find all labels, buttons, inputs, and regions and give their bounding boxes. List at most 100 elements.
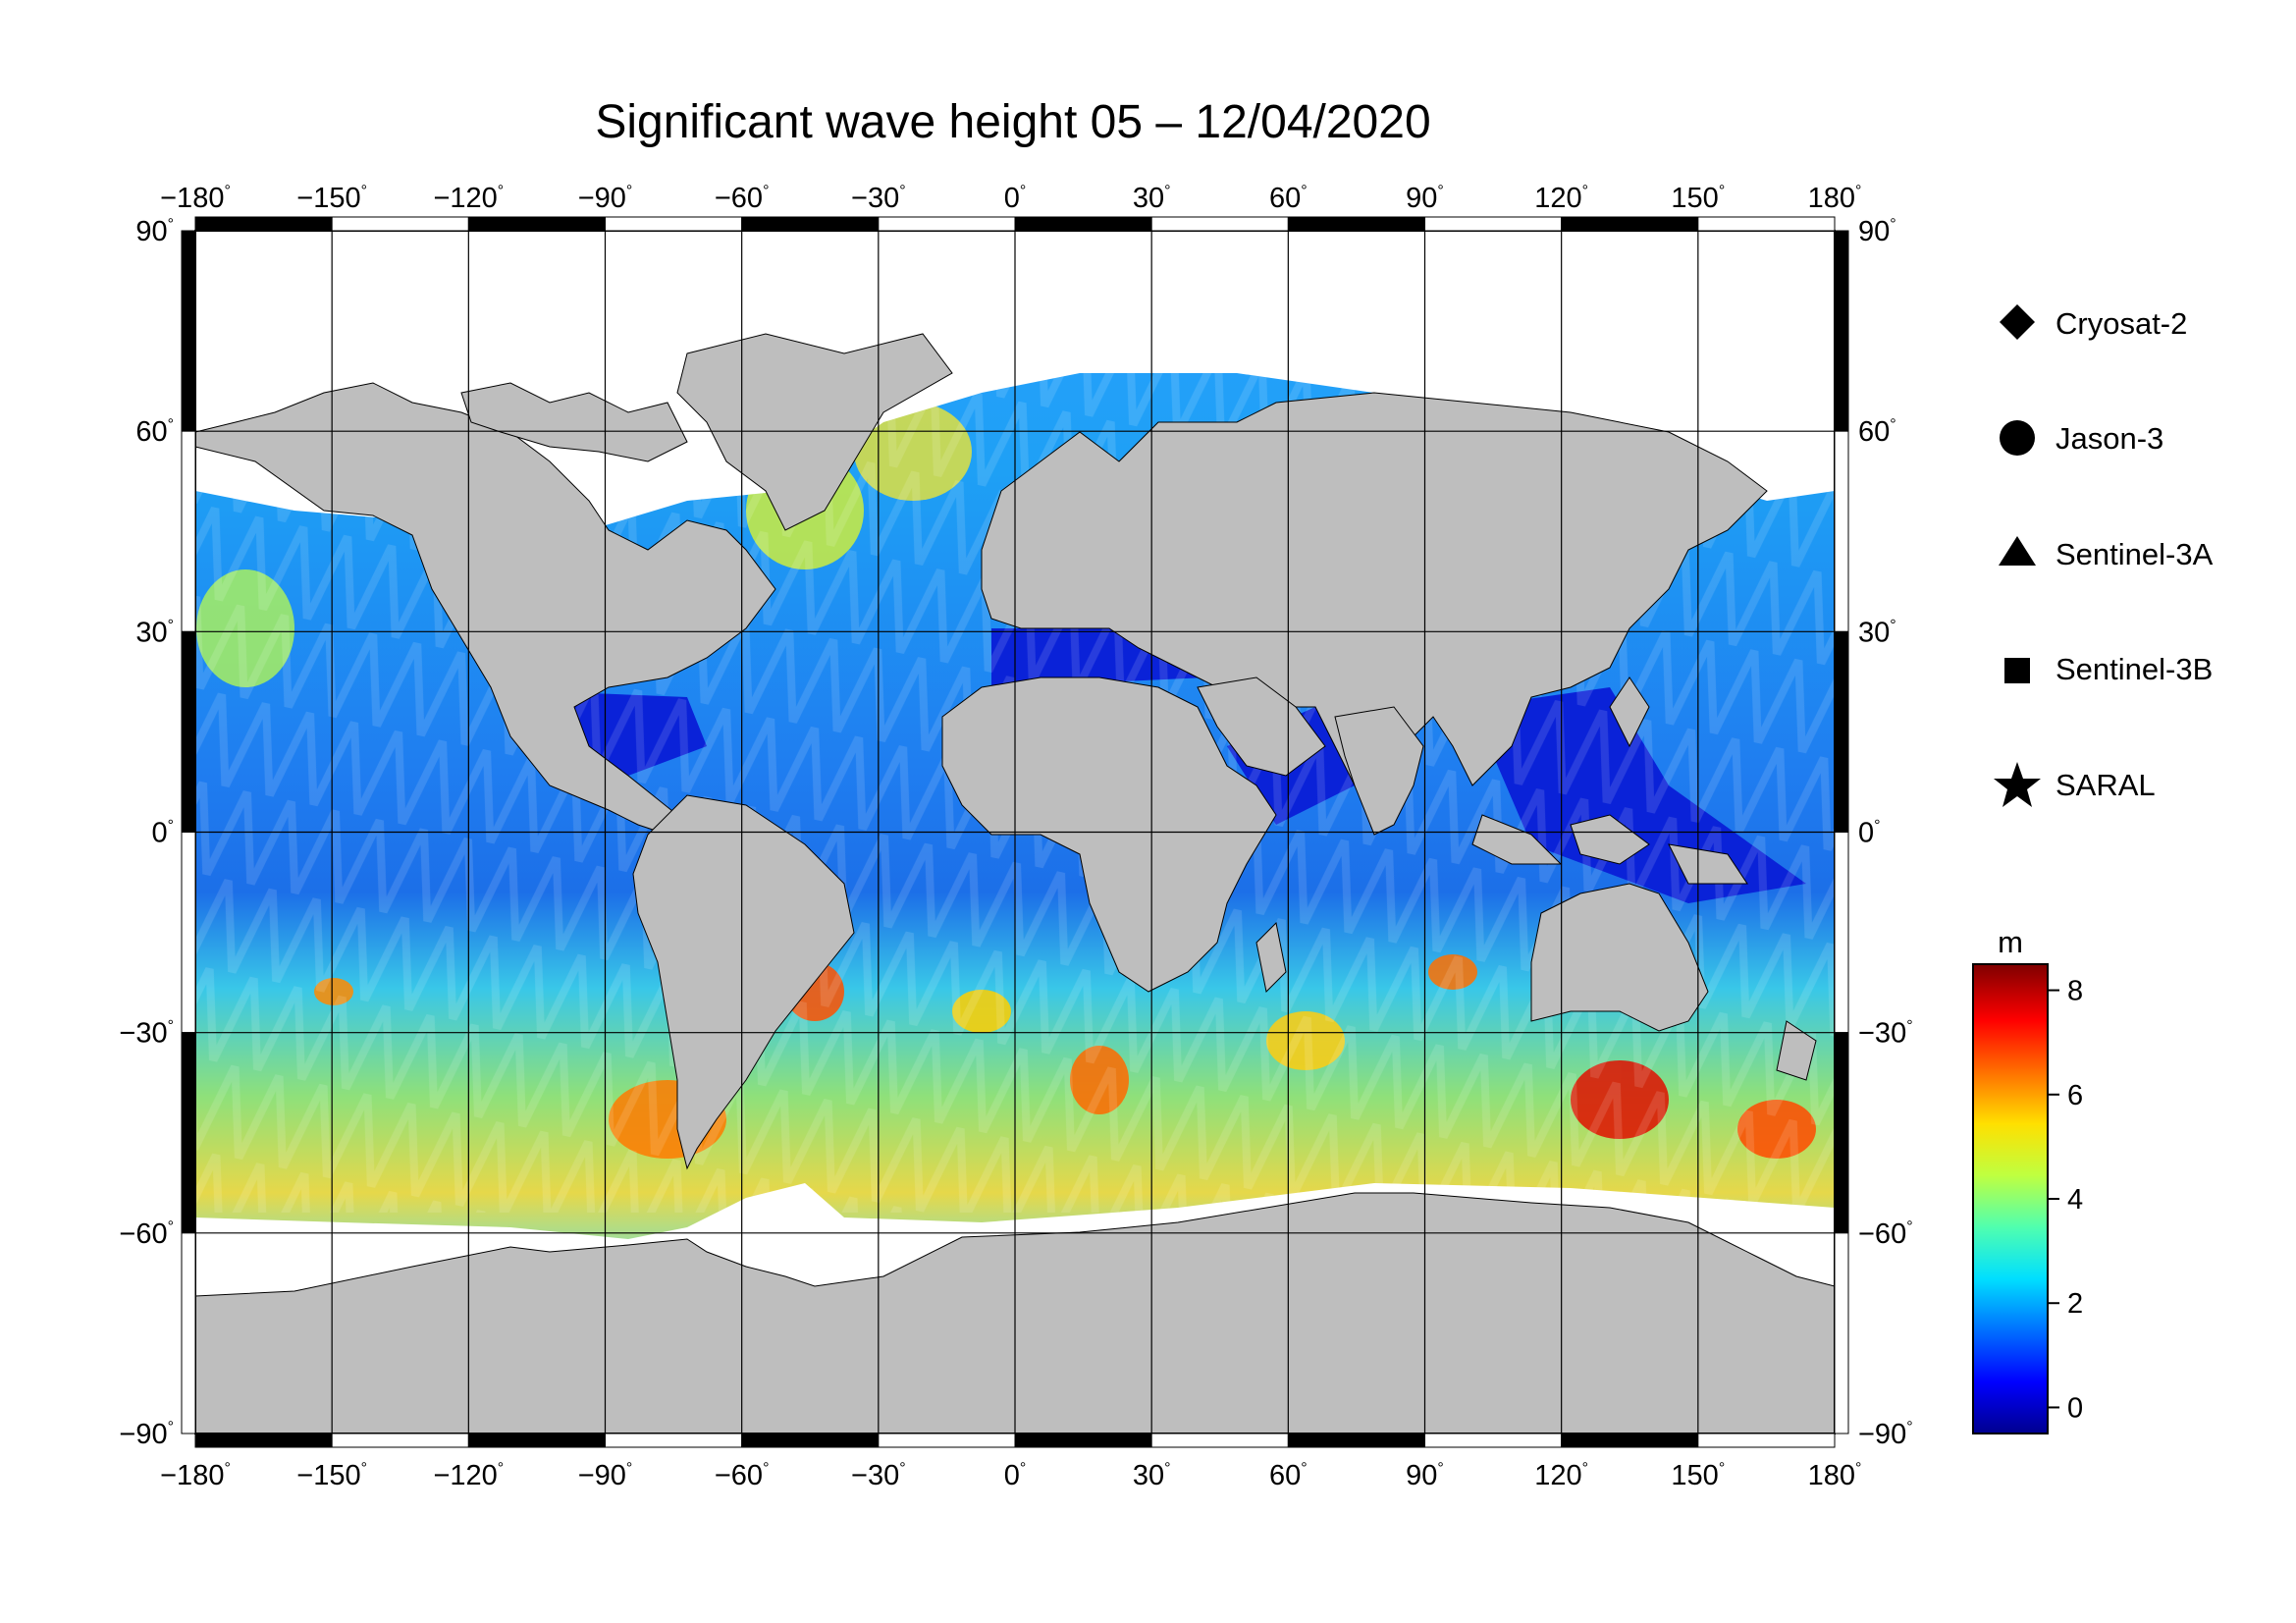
colorbar-tick-label: 8: [2067, 976, 2083, 1007]
longitude-tick-label: 30°: [1133, 183, 1171, 214]
colorbar-ticks: 8 6 4 2 0: [2048, 976, 2083, 1424]
frame-block-right: [1834, 630, 1849, 833]
frame-block-bottom: [331, 1433, 469, 1448]
frame-block-bottom: [605, 1433, 743, 1448]
frame-block-bottom: [194, 1433, 333, 1448]
longitude-tick-label: 90°: [1406, 183, 1444, 214]
frame-block-top: [1150, 216, 1289, 232]
legend-label: Sentinel-3B: [2056, 652, 2213, 686]
latitude-tick-label: −90°: [1858, 1419, 1913, 1450]
latitude-tick-label: −30°: [1858, 1018, 1913, 1050]
latitude-tick-label: 0°: [151, 818, 174, 849]
square-icon: [2004, 658, 2030, 683]
colorbar-tick-label: 4: [2067, 1184, 2083, 1216]
latitude-tick-label: −30°: [119, 1018, 174, 1050]
diamond-icon: [2000, 304, 2035, 340]
satellite-legend: Cryosat-2 Jason-3 Sentinel-3A Sentinel-3…: [1994, 304, 2214, 807]
latitude-tick-label: 30°: [135, 617, 174, 648]
frame-block-left: [181, 430, 196, 632]
triangle-icon: [1999, 536, 2036, 566]
frame-block-top: [1424, 216, 1563, 232]
maritime-islands: [1255, 676, 1817, 1081]
chart-title: Significant wave height 05 – 12/04/2020: [595, 96, 1430, 148]
latitude-tick-label: 30°: [1858, 617, 1896, 648]
longitude-tick-label: 0°: [1004, 183, 1027, 214]
longitude-tick-label: 120°: [1534, 1460, 1588, 1491]
graticule: [195, 231, 1835, 1434]
longitude-tick-label: 180°: [1808, 1460, 1862, 1491]
longitude-tick-label: 150°: [1671, 1460, 1725, 1491]
frame-block-bottom: [1150, 1433, 1289, 1448]
frame-block-bottom: [878, 1433, 1016, 1448]
longitude-tick-label: −120°: [433, 183, 504, 214]
longitude-tick-label: −150°: [296, 1460, 367, 1491]
frame-block-left: [181, 1032, 196, 1234]
map-frame-border: [181, 216, 1849, 1448]
frame-block-right: [1834, 1032, 1849, 1234]
longitude-tick-label: 180°: [1808, 183, 1862, 214]
longitude-tick-label: 120°: [1534, 183, 1588, 214]
legend-item-sentinel-3a: Sentinel-3A: [1999, 536, 2214, 571]
frame-block-right: [1834, 230, 1849, 432]
latitude-tick-label: −60°: [1858, 1218, 1913, 1250]
frame-block-left: [181, 1232, 196, 1434]
circle-icon: [2000, 420, 2035, 456]
frame-block-bottom: [1014, 1433, 1152, 1448]
frame-block-top: [467, 216, 607, 232]
latitude-tick-label: −90°: [119, 1419, 174, 1450]
frame-block-bottom: [741, 1433, 880, 1448]
frame-block-top: [1697, 216, 1836, 232]
frame-block-bottom: [467, 1433, 607, 1448]
frame-block-right: [1834, 832, 1849, 1034]
legend-label: Sentinel-3A: [2056, 537, 2214, 571]
south-america-land: [632, 794, 855, 1170]
longitude-tick-label: 30°: [1133, 1460, 1171, 1491]
north-america-land: [195, 382, 776, 845]
colorbar-tick-label: 0: [2067, 1392, 2083, 1424]
latitude-labels-right: 90° 60° 30° 0° −30° −60° −90°: [1858, 216, 1913, 1450]
longitude-tick-label: 150°: [1671, 183, 1725, 214]
legend-label: SARAL: [2056, 768, 2156, 802]
frame-block-top: [605, 216, 743, 232]
frame-block-bottom: [1287, 1433, 1426, 1448]
frame-block-bottom: [1697, 1433, 1836, 1448]
longitude-tick-label: −90°: [578, 183, 633, 214]
legend-label: Jason-3: [2056, 421, 2163, 456]
frame-block-top: [1014, 216, 1152, 232]
latitude-tick-label: 0°: [1858, 818, 1881, 849]
greenland-land: [676, 333, 953, 531]
frame-block-top: [331, 216, 469, 232]
longitude-labels-top: −180° −150° −120° −90° −60° −30° 0° 30° 60° 90° 12…: [160, 183, 1861, 214]
legend-item-saral: SARAL: [1994, 762, 2156, 807]
longitude-tick-label: −180°: [160, 183, 231, 214]
india-land: [1334, 706, 1424, 836]
frame-block-top: [1287, 216, 1426, 232]
frame-block-right: [1834, 430, 1849, 632]
longitude-labels-bottom: −180° −150° −120° −90° −60° −30° 0° 30° 60° 90° 12…: [160, 1460, 1861, 1491]
latitude-tick-label: 60°: [1858, 416, 1896, 448]
colorbar-unit: m: [1998, 925, 2023, 959]
colorbar: m 8 6 4 2 0: [1972, 925, 2083, 1434]
legend-item-cryosat-2: Cryosat-2: [2000, 304, 2187, 341]
frame-block-bottom: [1561, 1433, 1699, 1448]
frame-block-left: [181, 230, 196, 432]
star-icon: [1994, 762, 2041, 807]
arctic-islands: [460, 382, 688, 462]
arabia-land: [1197, 676, 1326, 777]
legend-item-sentinel-3b: Sentinel-3B: [2004, 652, 2213, 686]
colorbar-scale: [1972, 963, 2049, 1434]
longitude-tick-label: −30°: [851, 1460, 906, 1491]
frame-block-right: [1834, 1232, 1849, 1434]
longitude-tick-label: −150°: [296, 183, 367, 214]
longitude-tick-label: −30°: [851, 183, 906, 214]
frame-block-left: [181, 832, 196, 1034]
frame-block-bottom: [1424, 1433, 1563, 1448]
longitude-tick-label: 60°: [1269, 1460, 1308, 1491]
latitude-tick-label: −60°: [119, 1218, 174, 1250]
frame-block-top: [878, 216, 1016, 232]
longitude-tick-label: −180°: [160, 1460, 231, 1491]
eurasia-land: [981, 392, 1768, 817]
colorbar-tick-label: 2: [2067, 1288, 2083, 1320]
longitude-tick-label: −60°: [715, 1460, 770, 1491]
